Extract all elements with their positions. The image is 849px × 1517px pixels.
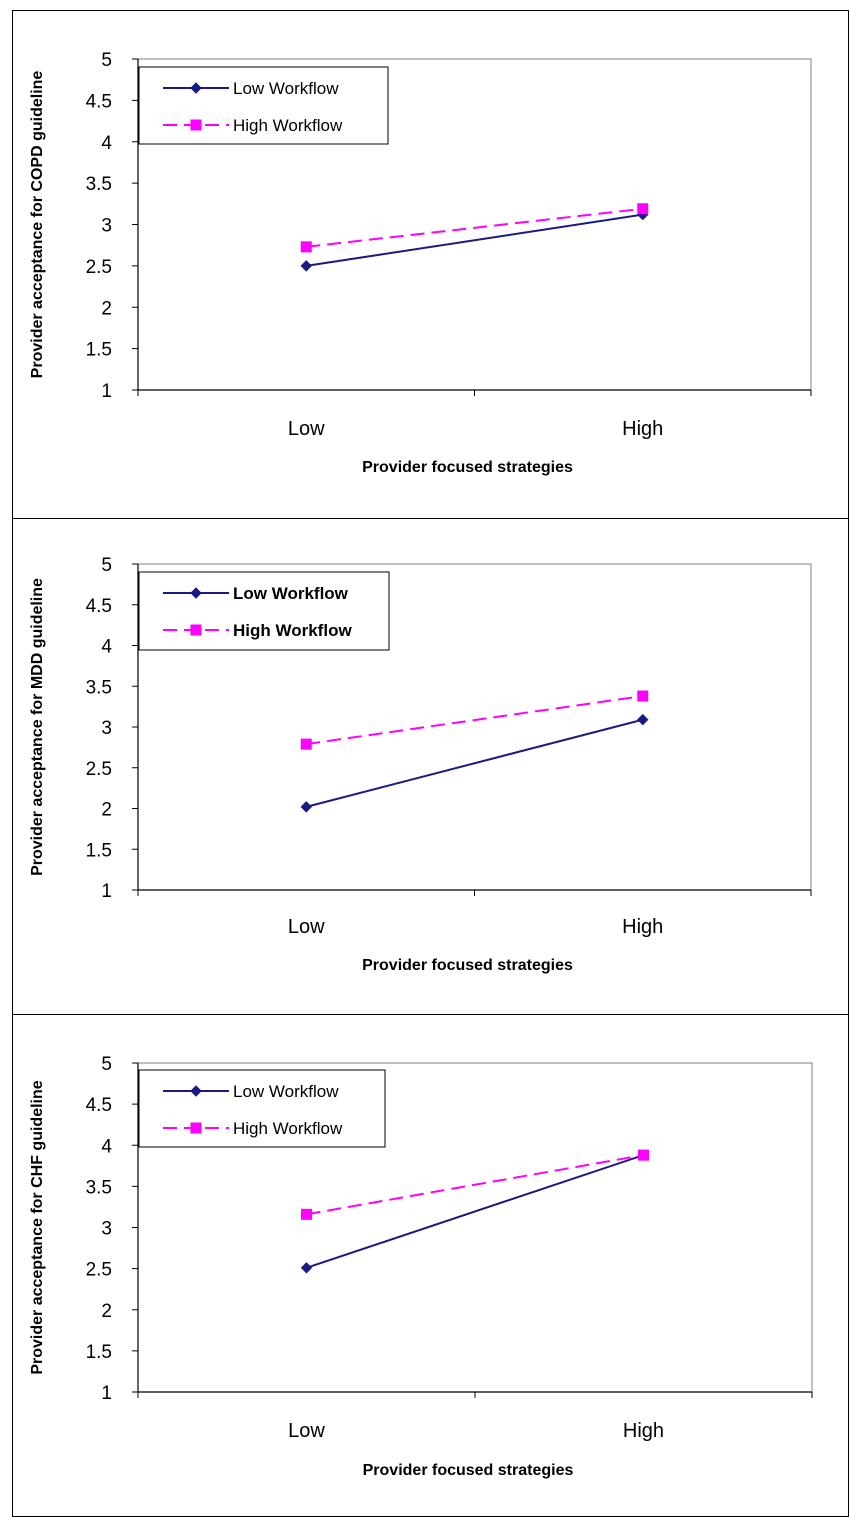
y-tick-label: 4 bbox=[101, 1136, 112, 1157]
y-tick-label: 5 bbox=[101, 50, 112, 71]
y-axis-title: Provider acceptance for CHF guideline bbox=[29, 1080, 46, 1374]
data-point-low-workflow bbox=[300, 260, 312, 272]
y-tick-label: 3 bbox=[101, 1219, 112, 1240]
x-tick-label: Low bbox=[288, 418, 325, 440]
data-point-high-workflow bbox=[637, 203, 649, 215]
y-tick-label: 3 bbox=[101, 718, 112, 739]
y-tick-label: 4.5 bbox=[86, 1095, 112, 1116]
y-axis-title: Provider acceptance for COPD guideline bbox=[29, 71, 46, 379]
data-point-low-workflow bbox=[300, 1262, 313, 1274]
y-tick-label: 4.5 bbox=[86, 91, 112, 112]
legend-box bbox=[138, 571, 390, 651]
series-line-low-workflow bbox=[306, 1154, 644, 1269]
y-tick-label: 3.5 bbox=[86, 1177, 112, 1198]
y-tick-label: 2 bbox=[101, 800, 112, 821]
legend-marker bbox=[190, 1085, 202, 1097]
series-line-high-workflow bbox=[306, 207, 643, 248]
y-tick-label: 4 bbox=[101, 637, 112, 658]
data-point-low-workflow bbox=[637, 713, 649, 726]
legend-label: High Workflow bbox=[233, 621, 352, 640]
legend-marker bbox=[190, 119, 202, 131]
legend-label: High Workflow bbox=[233, 116, 343, 135]
y-tick-label: 1.5 bbox=[86, 340, 112, 361]
x-tick-label: Low bbox=[288, 916, 325, 938]
legend-marker bbox=[190, 82, 202, 94]
y-tick-label: 2 bbox=[101, 298, 112, 319]
legend-label: Low Workflow bbox=[233, 584, 349, 603]
y-axis-title: Provider acceptance for MDD guideline bbox=[29, 578, 46, 876]
data-point-high-workflow bbox=[300, 241, 312, 253]
x-axis-title: Provider focused strategies bbox=[362, 957, 573, 974]
series-line-high-workflow bbox=[306, 695, 643, 746]
legend-label: Low Workflow bbox=[233, 79, 339, 98]
x-tick-label: High bbox=[623, 1420, 664, 1442]
y-tick-label: 1 bbox=[101, 881, 112, 902]
x-axis-title: Provider focused strategies bbox=[363, 1462, 574, 1479]
legend-label: High Workflow bbox=[233, 1119, 343, 1138]
data-point-high-workflow bbox=[638, 1149, 649, 1161]
y-tick-label: 2.5 bbox=[86, 1260, 112, 1281]
y-tick-label: 2 bbox=[101, 1301, 112, 1322]
series-line-low-workflow bbox=[306, 213, 643, 267]
y-tick-label: 5 bbox=[101, 1054, 112, 1075]
y-tick-label: 5 bbox=[101, 555, 112, 576]
series-line-low-workflow bbox=[305, 718, 644, 808]
y-tick-label: 2.5 bbox=[86, 759, 112, 780]
legend-marker bbox=[190, 587, 202, 599]
x-tick-label: High bbox=[622, 418, 663, 440]
y-tick-label: 4 bbox=[101, 133, 112, 154]
y-tick-label: 1 bbox=[101, 381, 112, 402]
y-tick-label: 3 bbox=[101, 216, 112, 237]
legend-marker bbox=[190, 1122, 202, 1134]
y-tick-label: 3.5 bbox=[86, 174, 112, 195]
data-point-high-workflow bbox=[301, 1208, 312, 1220]
legend-marker bbox=[190, 624, 202, 636]
series-line-high-workflow bbox=[306, 1154, 644, 1216]
y-tick-label: 4.5 bbox=[86, 596, 112, 617]
x-axis-title: Provider focused strategies bbox=[362, 459, 573, 476]
y-tick-label: 1.5 bbox=[86, 1342, 112, 1363]
x-tick-label: Low bbox=[288, 1420, 325, 1442]
data-point-low-workflow bbox=[300, 801, 312, 813]
y-tick-label: 3.5 bbox=[86, 677, 112, 698]
legend-box bbox=[138, 1069, 386, 1148]
y-tick-label: 1.5 bbox=[86, 840, 112, 861]
data-point-high-workflow bbox=[637, 690, 649, 702]
x-tick-label: High bbox=[622, 916, 663, 938]
data-point-high-workflow bbox=[300, 738, 312, 750]
legend-box bbox=[138, 66, 389, 145]
legend-label: Low Workflow bbox=[233, 1082, 339, 1101]
y-tick-label: 1 bbox=[101, 1383, 112, 1404]
y-tick-label: 2.5 bbox=[86, 257, 112, 278]
